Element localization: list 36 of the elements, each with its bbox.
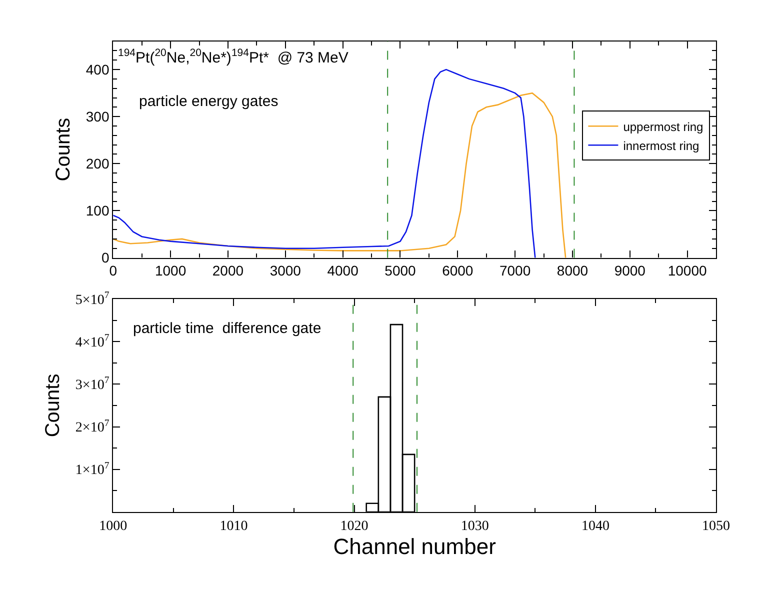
y-tick-label: 300 <box>86 108 110 124</box>
legend-label: uppermost ring <box>623 120 704 134</box>
x-axis-title: Channel number <box>333 534 496 559</box>
x-tick-label: 5000 <box>384 262 416 279</box>
x-tick-label: 1010 <box>220 518 248 534</box>
y-tick-label: 2×10$^{7}$ <box>75 418 110 436</box>
x-tick-label: 1020 <box>340 518 368 534</box>
x-tick-label: 10000 <box>668 262 707 279</box>
line-series <box>113 68 536 258</box>
x-tick-label: 1040 <box>581 518 610 534</box>
x-tick-label: 2000 <box>212 262 244 279</box>
x-tick-label: 6000 <box>442 262 474 279</box>
annotation: particle time difference gate <box>133 320 322 337</box>
x-tick-label: 7000 <box>499 262 531 279</box>
y-tick-label: 4×10$^{7}$ <box>75 332 110 351</box>
annotation: $^{194}$Pt($^{20}$Ne,$^{20}$Ne*)$^{194}$Pt* @ 73 MeV <box>118 47 348 66</box>
x-tick-label: 1050 <box>702 518 730 534</box>
annotation: particle energy gates <box>139 93 278 110</box>
x-tick-label: 1030 <box>460 518 489 534</box>
y-tick-label: 200 <box>86 156 110 172</box>
x-tick-label: 9000 <box>614 262 646 279</box>
line-series <box>113 92 566 258</box>
x-tick-label: 8000 <box>556 262 588 279</box>
y-tick-label: 400 <box>86 61 110 78</box>
y-tick-label: 3×10$^{7}$ <box>75 375 110 394</box>
y-tick-label: 0 <box>101 250 110 266</box>
x-tick-label: 1000 <box>99 518 128 534</box>
y-tick-label: 100 <box>86 202 110 219</box>
y-axis-title: Counts <box>52 118 74 182</box>
x-tick-label: 3000 <box>270 262 302 279</box>
x-tick-label: 4000 <box>327 262 359 279</box>
y-tick-label: 1×10$^{7}$ <box>75 460 110 478</box>
y-axis-title: Counts <box>42 374 64 438</box>
x-tick-label: 1000 <box>154 262 186 279</box>
legend-label: innermost ring <box>623 138 700 153</box>
y-tick-label: 5×10$^{7}$ <box>75 290 110 308</box>
